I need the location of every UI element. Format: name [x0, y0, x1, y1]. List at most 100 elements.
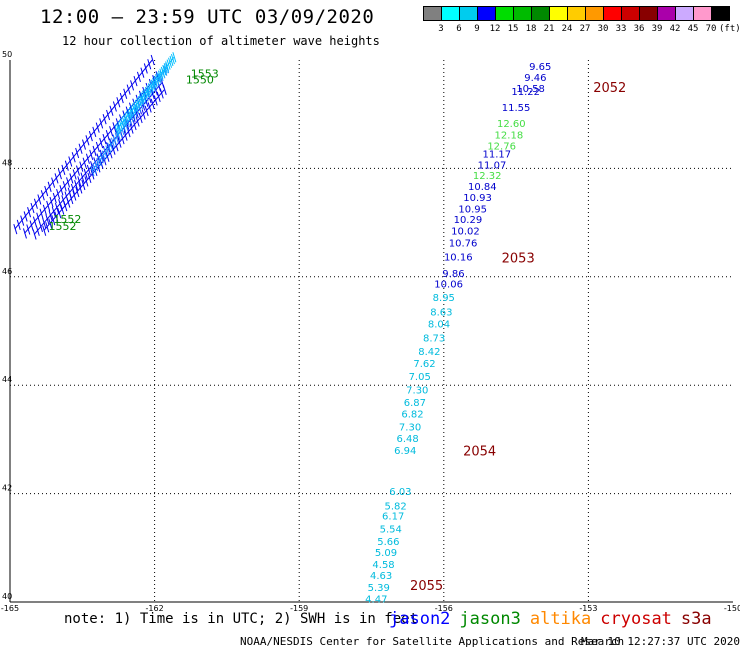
- swath-tick: [140, 67, 145, 78]
- swath-tick: [99, 153, 104, 164]
- swath-tick: [57, 169, 62, 180]
- swath-tick: [124, 119, 129, 130]
- swh-label-cyan: 8.04: [428, 320, 450, 331]
- swh-label-cyan: 6.48: [397, 434, 419, 445]
- swath-tick: [83, 168, 88, 179]
- swath-tick: [42, 225, 47, 236]
- map-frame: [9, 60, 733, 603]
- swath-tick: [20, 215, 25, 226]
- swath-tick: [40, 190, 45, 201]
- swath-tick: [126, 110, 131, 121]
- swath-tick: [46, 200, 51, 212]
- swh-label-jason2: 10.16: [444, 253, 473, 264]
- swath-tick: [134, 99, 139, 110]
- swath-tick: [99, 137, 104, 149]
- swath-tick: [136, 71, 141, 83]
- swath-tick: [47, 181, 52, 192]
- credit-line: NOAA/NESDIS Center for Satellite Applica…: [240, 635, 625, 648]
- swath-tick: [133, 101, 138, 112]
- swath-tick: [90, 165, 95, 177]
- swath-tick: [88, 130, 93, 142]
- swath-tick: [60, 204, 65, 215]
- tick-label-lon: -156: [435, 604, 453, 613]
- swath-tick: [123, 88, 128, 99]
- swath-tick: [150, 79, 155, 90]
- swath-tick: [39, 208, 44, 219]
- swath-tick: [58, 199, 63, 210]
- swath-tick: [136, 97, 141, 109]
- swath-tick: [26, 224, 31, 235]
- satellite-cryosat: cryosat: [600, 609, 672, 629]
- track-time-label: 2052: [593, 81, 626, 96]
- tick-label-lat: 44: [2, 375, 12, 384]
- swath-tick: [114, 125, 119, 136]
- swh-label-jason2: 9.46: [524, 73, 546, 84]
- swath-tick: [36, 212, 41, 223]
- swh-label-jason2: 11.22: [511, 87, 540, 98]
- swath-tick: [51, 215, 56, 226]
- swath-tick: [121, 116, 126, 127]
- swath-tick: [69, 193, 74, 205]
- scale-label: 36: [633, 24, 645, 34]
- tick-label-lat: 48: [2, 158, 12, 167]
- swath-tick: [71, 152, 76, 163]
- swath-tick: [135, 104, 140, 115]
- swath-tick: [80, 172, 85, 183]
- swath-tick: [84, 176, 89, 187]
- swh-label-green: 12.18: [495, 131, 524, 142]
- swath-tick: [92, 163, 97, 174]
- swath-tick: [116, 129, 121, 141]
- swath-tick: [131, 103, 136, 114]
- swath-tick: [69, 173, 74, 184]
- swh-label-cyan: 5.54: [380, 525, 402, 536]
- swath-tick: [120, 117, 125, 129]
- swath-tick: [103, 147, 108, 159]
- scale-label: 9: [474, 24, 480, 34]
- swath-band: [114, 52, 177, 136]
- swath-tick: [166, 59, 171, 70]
- swh-label-cyan: 4.47: [365, 595, 387, 606]
- swath-tick: [114, 132, 119, 143]
- tick-label-lon: -162: [146, 604, 164, 613]
- swath-tick: [66, 177, 71, 188]
- swh-label-jason2: 10.06: [434, 280, 463, 291]
- swath-tick: [99, 158, 104, 169]
- swath-tick: [144, 96, 149, 107]
- swath-tick: [117, 137, 122, 148]
- swath-tick: [150, 54, 155, 66]
- scale-label: 27: [579, 24, 591, 34]
- swath-tick: [137, 96, 142, 107]
- swath-tick: [109, 126, 114, 137]
- swath-tick: [126, 84, 131, 95]
- scale-label: 30: [597, 24, 609, 34]
- swath-tick: [75, 186, 80, 198]
- swath-tick: [27, 207, 32, 218]
- swh-label-jason2: 10.95: [458, 204, 487, 215]
- swath-tick: [172, 52, 177, 63]
- swath-band: [22, 71, 160, 239]
- swath-tick: [160, 66, 165, 78]
- swath-tick: [143, 88, 148, 100]
- swath-tick: [78, 143, 83, 154]
- swath-tick: [64, 160, 69, 171]
- swath-tick: [139, 94, 144, 105]
- swath-tick: [13, 223, 18, 235]
- swath-tick: [105, 145, 110, 156]
- swath-tick: [32, 216, 37, 227]
- swath-tick: [37, 194, 42, 205]
- swh-label-jason2: 10.58: [516, 84, 545, 95]
- swath-tick: [85, 135, 90, 146]
- scale-label: 45: [687, 24, 699, 34]
- swath-tick: [92, 145, 97, 157]
- satellite-s3a: s3a: [680, 609, 712, 629]
- swath-tick: [116, 123, 120, 134]
- swath-tick: [61, 164, 66, 176]
- swh-label-cyan: 5.09: [375, 548, 397, 559]
- tick-label-lat: 46: [2, 267, 12, 276]
- satellite-altika: altika: [529, 609, 592, 629]
- swath-tick: [35, 225, 40, 236]
- scale-label: 42: [669, 24, 681, 34]
- swath-tick: [135, 116, 140, 127]
- swath-tick: [129, 111, 134, 123]
